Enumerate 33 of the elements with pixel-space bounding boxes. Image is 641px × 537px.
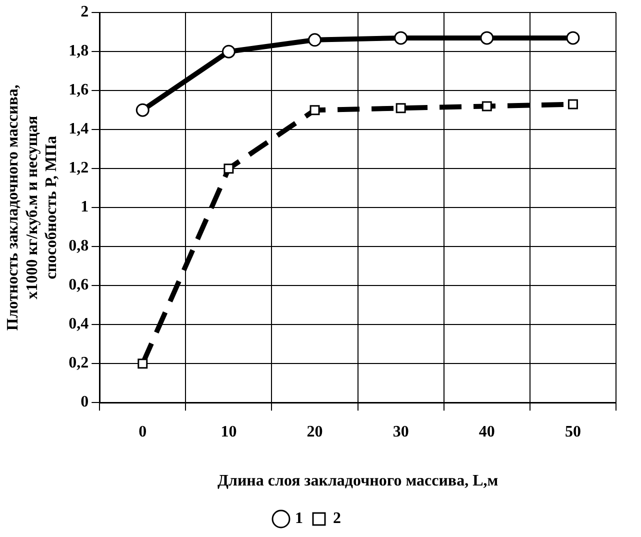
x-tick-label: 20 [306, 423, 323, 440]
y-tick-label: 0,8 [68, 238, 89, 255]
y-tick-label: 1,8 [68, 42, 89, 60]
y-tick-label: 2 [80, 4, 89, 21]
point [396, 103, 406, 114]
point [308, 33, 322, 47]
x-tick-label: 0 [138, 423, 147, 440]
y-tick-label: 1,4 [68, 120, 89, 138]
point [482, 101, 492, 112]
y-tick-label: 0,6 [68, 276, 89, 294]
x-tick-label: 10 [220, 423, 237, 440]
point [394, 31, 408, 45]
y-axis-title: Плотность закладочного массива, х1000 кг/куб.м и несущая способность Р, МПа [4, 84, 60, 331]
y-tick-label: 0,4 [68, 316, 89, 333]
point [138, 358, 148, 369]
point [568, 99, 578, 110]
legend-label: 1 [295, 510, 303, 528]
point [310, 105, 320, 116]
point [480, 31, 494, 45]
x-tick-label: 40 [478, 423, 495, 440]
x-axis-title: Длина слоя закладочного массива, L,м [217, 472, 498, 490]
y-tick-label: 1,2 [68, 160, 89, 177]
y-tick-label: 0 [80, 394, 89, 411]
x-tick-label: 30 [392, 423, 409, 440]
point [224, 164, 234, 174]
point [566, 31, 580, 45]
point [222, 44, 236, 58]
y-tick-label: 1,6 [68, 82, 89, 99]
y-tick-label: 0,2 [68, 354, 89, 372]
legend-label: 2 [333, 510, 341, 528]
point [136, 103, 150, 117]
y-tick-label: 1 [80, 198, 89, 216]
x-tick-label: 50 [564, 423, 581, 440]
